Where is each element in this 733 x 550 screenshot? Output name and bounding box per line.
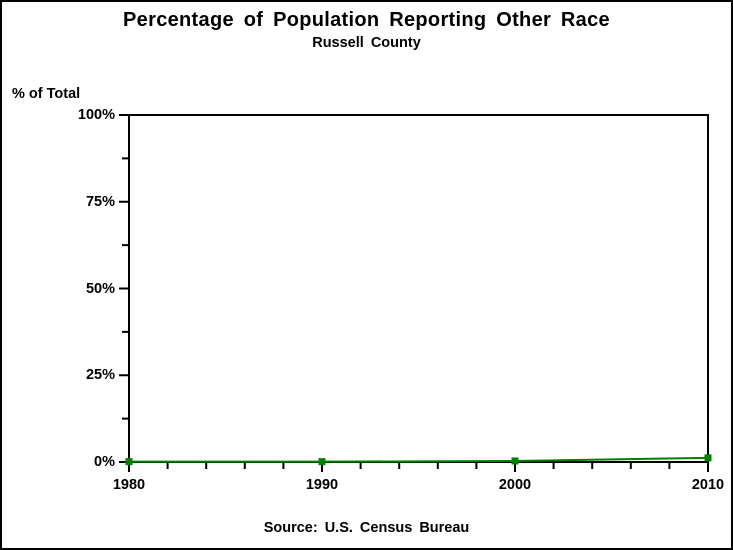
x-tick-label: 2010 xyxy=(691,477,725,493)
y-tick-label: 75% xyxy=(85,193,115,210)
x-tick-label: 2000 xyxy=(498,477,532,493)
y-axis-title: % of Total xyxy=(12,86,81,102)
plot-frame xyxy=(128,114,709,463)
source-footnote: Source: U.S. Census Bureau xyxy=(263,520,470,536)
x-tick-label: 1980 xyxy=(112,477,146,493)
data-point-marker xyxy=(704,454,712,462)
y-tick-label: 0% xyxy=(94,454,115,470)
chart-subtitle: Russell County xyxy=(312,35,421,51)
data-line xyxy=(129,456,709,463)
y-tick-label: 50% xyxy=(85,280,115,297)
y-tick-label: 25% xyxy=(85,367,115,384)
data-point-marker xyxy=(125,458,133,466)
data-point-marker xyxy=(511,457,519,465)
x-tick-label: 1990 xyxy=(305,477,339,493)
data-point-marker xyxy=(318,458,326,466)
chart-title: Percentage of Population Reporting Other… xyxy=(123,9,610,31)
y-tick-label: 100% xyxy=(77,107,115,123)
